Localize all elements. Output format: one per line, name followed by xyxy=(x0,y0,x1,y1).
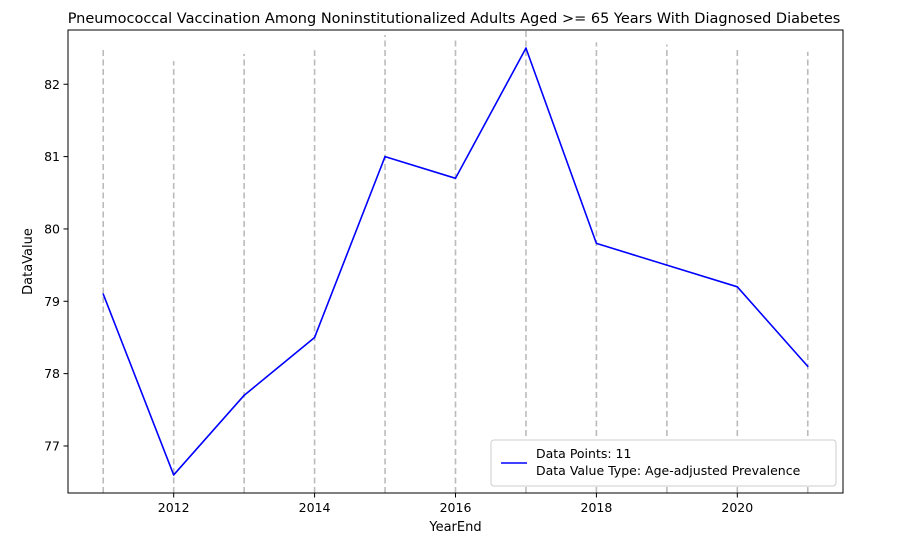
data-point-2018 xyxy=(595,242,598,245)
data-point-2019 xyxy=(666,264,668,266)
x-tick-label: 2014 xyxy=(299,500,331,515)
data-point-2014 xyxy=(313,336,316,339)
series-layer xyxy=(102,47,809,476)
y-tick-label: 79 xyxy=(44,294,60,309)
data-point-2021 xyxy=(806,365,809,368)
x-axis-label: YearEnd xyxy=(428,520,481,535)
data-point-2012 xyxy=(172,474,175,476)
data-point-2015 xyxy=(384,155,386,158)
y-tick-label: 82 xyxy=(44,77,60,92)
y-tick-label: 80 xyxy=(44,221,60,236)
x-tick-label: 2020 xyxy=(721,500,753,515)
x-tick-label: 2012 xyxy=(158,500,190,515)
vertical-reference-lines xyxy=(102,30,809,493)
y-tick-label: 81 xyxy=(44,149,60,164)
y-axis-label: DataValue xyxy=(21,228,36,295)
legend-box xyxy=(490,439,837,487)
data-point-2013 xyxy=(243,394,245,397)
y-tick-label: 78 xyxy=(44,366,60,381)
y-axis-ticks: 77 78 79 80 81 82 xyxy=(44,77,68,453)
x-axis-ticks: 2012 2014 2016 2018 2020 xyxy=(158,493,753,515)
data-point-2016 xyxy=(454,177,457,180)
data-point-2011 xyxy=(102,293,105,295)
data-point-2017 xyxy=(525,47,527,49)
data-point-2020 xyxy=(736,286,739,288)
x-tick-label: 2018 xyxy=(581,500,613,515)
legend: Data Points: 11 Data Value Type: Age-adj… xyxy=(490,439,837,487)
legend-entry-value-type: Data Value Type: Age-adjusted Prevalence xyxy=(536,463,801,478)
chart-title: Pneumococcal Vaccination Among Noninstit… xyxy=(68,11,841,27)
legend-entry-data-points: Data Points: 11 xyxy=(536,446,631,461)
x-tick-label: 2016 xyxy=(440,500,472,515)
y-tick-label: 77 xyxy=(44,438,60,453)
